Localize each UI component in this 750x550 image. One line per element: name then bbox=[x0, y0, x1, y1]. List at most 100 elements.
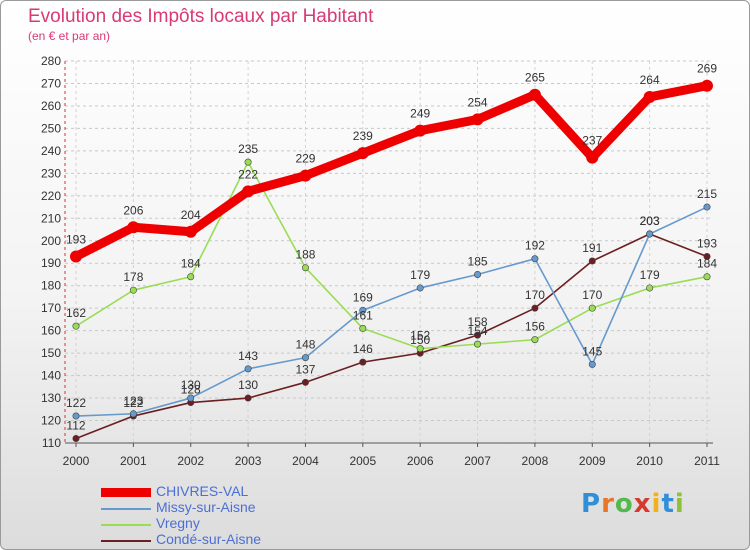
data-label-vregny-2002: 184 bbox=[181, 257, 201, 271]
y-tick-label-120: 120 bbox=[41, 414, 61, 428]
data-label-conde-sur-aisne-2007: 158 bbox=[468, 315, 488, 329]
data-label-vregny-2007: 154 bbox=[468, 324, 488, 338]
y-tick-label-170: 170 bbox=[41, 301, 61, 315]
point-missy-sur-aisne-2009 bbox=[588, 360, 596, 368]
point-conde-sur-aisne-2005 bbox=[359, 358, 367, 366]
data-label-conde-sur-aisne-2004: 137 bbox=[295, 362, 315, 376]
logo-letter-3: x bbox=[633, 489, 652, 519]
data-label-chivres-val-2009: 237 bbox=[582, 134, 602, 148]
data-label-chivres-val-2010: 264 bbox=[640, 73, 660, 87]
x-tick-label-2008: 2008 bbox=[522, 454, 549, 468]
y-tick-label-130: 130 bbox=[41, 391, 61, 405]
legend-label-vregny: Vregny bbox=[156, 515, 200, 531]
point-missy-sur-aisne-2005 bbox=[359, 306, 367, 314]
logo-letter-0: P bbox=[581, 489, 602, 519]
point-chivres-val-2011 bbox=[701, 79, 713, 92]
x-tick-label-2000: 2000 bbox=[63, 454, 90, 468]
chart-title: Evolution des Impôts locaux par Habitant bbox=[28, 6, 374, 27]
x-tick-label-2003: 2003 bbox=[235, 454, 262, 468]
data-label-missy-sur-aisne-2003: 143 bbox=[238, 349, 258, 363]
data-label-vregny-2010: 179 bbox=[640, 268, 660, 282]
logo-letter-5: t bbox=[661, 489, 675, 519]
logo-letter-1: r bbox=[601, 489, 615, 519]
data-label-vregny-2001: 178 bbox=[123, 270, 143, 284]
point-chivres-val-2005 bbox=[356, 147, 369, 160]
data-label-conde-sur-aisne-2006: 150 bbox=[410, 333, 430, 347]
data-label-conde-sur-aisne-2005: 146 bbox=[353, 342, 373, 356]
point-conde-sur-aisne-2009 bbox=[588, 257, 596, 265]
y-tick-label-190: 190 bbox=[41, 256, 61, 270]
point-missy-sur-aisne-2000 bbox=[72, 412, 80, 420]
data-label-conde-sur-aisne-2010: 203 bbox=[640, 214, 660, 228]
legend-item-vregny: Vregny bbox=[101, 515, 321, 532]
chart-subtitle: (en € et par an) bbox=[28, 29, 111, 43]
legend-swatch-chivres-val bbox=[101, 488, 151, 497]
data-label-chivres-val-2004: 229 bbox=[295, 152, 315, 166]
y-tick-label-180: 180 bbox=[41, 279, 61, 293]
data-label-vregny-2003: 235 bbox=[238, 142, 258, 156]
legend-item-missy-sur-aisne: Missy-sur-Aisne bbox=[101, 499, 321, 516]
point-vregny-2001 bbox=[129, 286, 137, 294]
y-tick-label-230: 230 bbox=[41, 166, 61, 180]
y-tick-label-240: 240 bbox=[41, 144, 61, 158]
point-vregny-2009 bbox=[588, 304, 596, 312]
proxiti-logo: Proxiti bbox=[581, 489, 685, 519]
data-label-vregny-2005: 161 bbox=[353, 308, 373, 322]
y-tick-label-260: 260 bbox=[41, 99, 61, 113]
point-vregny-2011 bbox=[703, 273, 711, 281]
point-conde-sur-aisne-2003 bbox=[244, 394, 252, 402]
point-missy-sur-aisne-2004 bbox=[301, 354, 309, 362]
data-label-chivres-val-2006: 249 bbox=[410, 107, 430, 121]
point-chivres-val-2003 bbox=[242, 185, 255, 198]
point-chivres-val-2008 bbox=[528, 88, 541, 101]
data-label-vregny-2009: 170 bbox=[582, 288, 602, 302]
x-tick-label-2009: 2009 bbox=[579, 454, 606, 468]
point-chivres-val-2002 bbox=[184, 225, 197, 238]
data-label-missy-sur-aisne-2010: 203 bbox=[640, 214, 660, 228]
data-label-vregny-2000: 162 bbox=[66, 306, 86, 320]
point-conde-sur-aisne-2004 bbox=[301, 378, 309, 386]
data-label-missy-sur-aisne-2004: 148 bbox=[295, 338, 315, 352]
data-label-vregny-2004: 188 bbox=[295, 248, 315, 262]
point-missy-sur-aisne-2001 bbox=[129, 410, 137, 418]
y-tick-label-140: 140 bbox=[41, 369, 61, 383]
logo-letter-2: o bbox=[614, 489, 634, 519]
data-label-conde-sur-aisne-2002: 128 bbox=[181, 383, 201, 397]
y-tick-label-110: 110 bbox=[42, 436, 61, 450]
data-label-chivres-val-2007: 254 bbox=[468, 95, 488, 109]
y-tick-label-280: 280 bbox=[41, 54, 61, 68]
point-chivres-val-2000 bbox=[70, 250, 82, 263]
point-vregny-2000 bbox=[72, 322, 80, 330]
data-label-missy-sur-aisne-2011: 215 bbox=[697, 187, 717, 201]
x-tick-label-2004: 2004 bbox=[292, 454, 319, 468]
data-label-chivres-val-2001: 206 bbox=[123, 203, 143, 217]
point-missy-sur-aisne-2007 bbox=[474, 270, 482, 278]
legend-swatch-conde-sur-aisne bbox=[101, 540, 151, 542]
point-chivres-val-2006 bbox=[414, 124, 427, 137]
y-tick-label-160: 160 bbox=[41, 324, 61, 338]
legend-swatch-missy-sur-aisne bbox=[101, 508, 151, 510]
point-conde-sur-aisne-2007 bbox=[474, 331, 482, 339]
data-label-chivres-val-2002: 204 bbox=[181, 208, 201, 222]
point-missy-sur-aisne-2010 bbox=[646, 230, 654, 238]
x-tick-label-2007: 2007 bbox=[464, 454, 491, 468]
point-missy-sur-aisne-2008 bbox=[531, 255, 539, 263]
point-chivres-val-2009 bbox=[586, 151, 599, 164]
data-label-conde-sur-aisne-2001: 122 bbox=[123, 396, 143, 410]
point-missy-sur-aisne-2003 bbox=[244, 365, 252, 373]
point-vregny-2003 bbox=[244, 158, 252, 166]
point-conde-sur-aisne-2011 bbox=[703, 252, 711, 260]
point-missy-sur-aisne-2011 bbox=[703, 203, 711, 211]
y-tick-label-210: 210 bbox=[41, 211, 61, 225]
series-line-missy-sur-aisne bbox=[75, 206, 708, 417]
legend: CHIVRES-VAL Missy-sur-Aisne Vregny Condé… bbox=[101, 483, 321, 548]
data-label-conde-sur-aisne-2003: 130 bbox=[238, 378, 258, 392]
y-tick-label-270: 270 bbox=[41, 76, 61, 90]
point-vregny-2008 bbox=[531, 336, 539, 344]
point-conde-sur-aisne-2008 bbox=[531, 304, 539, 312]
data-label-conde-sur-aisne-2009: 191 bbox=[582, 241, 602, 255]
x-tick-label-2010: 2010 bbox=[636, 454, 663, 468]
point-chivres-val-2001 bbox=[127, 221, 140, 234]
data-label-missy-sur-aisne-2002: 130 bbox=[181, 378, 201, 392]
